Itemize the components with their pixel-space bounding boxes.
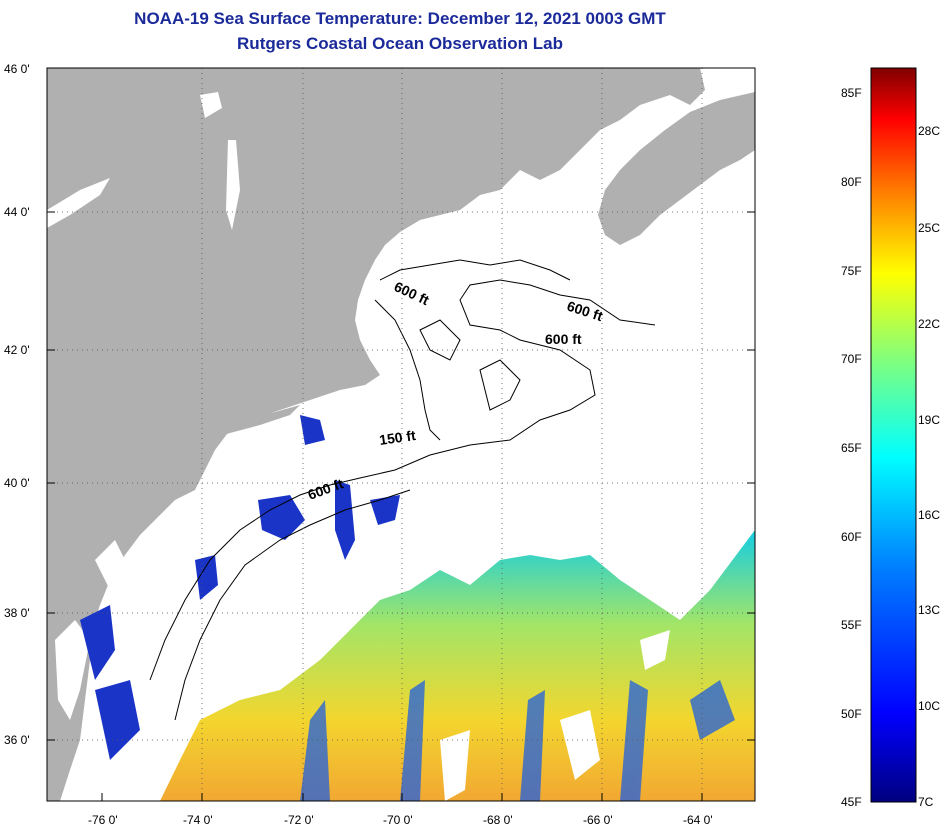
- colorbar-fahrenheit-labels: 85F 80F 75F 70F 65F 60F 55F 50F 45F: [841, 86, 862, 809]
- lat-tick-label: 40 0': [4, 476, 30, 490]
- depth-contours: [149, 259, 656, 721]
- longitude-axis: -76 0' -74 0' -72 0' -70 0' -68 0' -66 0…: [88, 813, 713, 827]
- lon-tick-label: -76 0': [88, 813, 118, 827]
- land-mass: [47, 68, 705, 801]
- map-area: [47, 68, 755, 801]
- fahrenheit-label: 60F: [841, 530, 862, 544]
- lon-tick-label: -64 0': [683, 813, 713, 827]
- lake-small: [200, 92, 222, 118]
- celsius-label: 16C: [918, 508, 940, 522]
- lat-tick-label: 42 0': [4, 343, 30, 357]
- lat-tick-label: 44 0': [4, 205, 30, 219]
- celsius-label: 19C: [918, 413, 940, 427]
- fahrenheit-label: 45F: [841, 795, 862, 809]
- celsius-label: 10C: [918, 699, 940, 713]
- lat-tick-label: 36 0': [4, 733, 30, 747]
- lake-ontario: [47, 178, 110, 228]
- contour-label: 600 ft: [545, 331, 582, 347]
- fahrenheit-label: 85F: [841, 86, 862, 100]
- celsius-label: 22C: [918, 317, 940, 331]
- long-island: [205, 405, 300, 440]
- lon-tick-label: -68 0': [483, 813, 513, 827]
- temperature-colorbar: [870, 67, 917, 803]
- contour-label: 150 ft: [378, 427, 417, 448]
- axis-ticks: [47, 211, 755, 801]
- lon-tick-label: -70 0': [383, 813, 413, 827]
- lake-champlain: [226, 140, 240, 230]
- fahrenheit-label: 70F: [841, 352, 862, 366]
- celsius-label: 25C: [918, 221, 940, 235]
- chesapeake-bay: [55, 620, 90, 720]
- delaware-bay: [95, 540, 125, 590]
- lon-tick-label: -72 0': [284, 813, 314, 827]
- map-title: NOAA-19 Sea Surface Temperature: Decembe…: [134, 9, 666, 28]
- cloud-gaps: [440, 630, 670, 801]
- fahrenheit-label: 55F: [841, 618, 862, 632]
- latitude-axis: 46 0' 44 0' 42 0' 40 0' 38 0' 36 0': [4, 62, 30, 747]
- celsius-label: 28C: [918, 124, 940, 138]
- colorbar-celsius-labels: 28C 25C 22C 19C 16C 13C 10C 7C: [918, 124, 940, 809]
- map-frame: [46, 67, 756, 802]
- lon-tick-label: -66 0': [583, 813, 613, 827]
- graticule: [47, 68, 755, 801]
- nova-scotia: [598, 92, 755, 245]
- fahrenheit-label: 75F: [841, 264, 862, 278]
- eddy-streaks: [300, 680, 735, 801]
- map-subtitle: Rutgers Coastal Ocean Observation Lab: [237, 34, 563, 53]
- fahrenheit-label: 65F: [841, 441, 862, 455]
- celsius-label: 13C: [918, 603, 940, 617]
- cold-water-patches: [80, 415, 400, 760]
- celsius-label: 7C: [918, 795, 934, 809]
- lat-tick-label: 46 0': [4, 62, 30, 76]
- lat-tick-label: 38 0': [4, 606, 30, 620]
- fahrenheit-label: 80F: [841, 175, 862, 189]
- fahrenheit-label: 50F: [841, 707, 862, 721]
- lon-tick-label: -74 0': [183, 813, 213, 827]
